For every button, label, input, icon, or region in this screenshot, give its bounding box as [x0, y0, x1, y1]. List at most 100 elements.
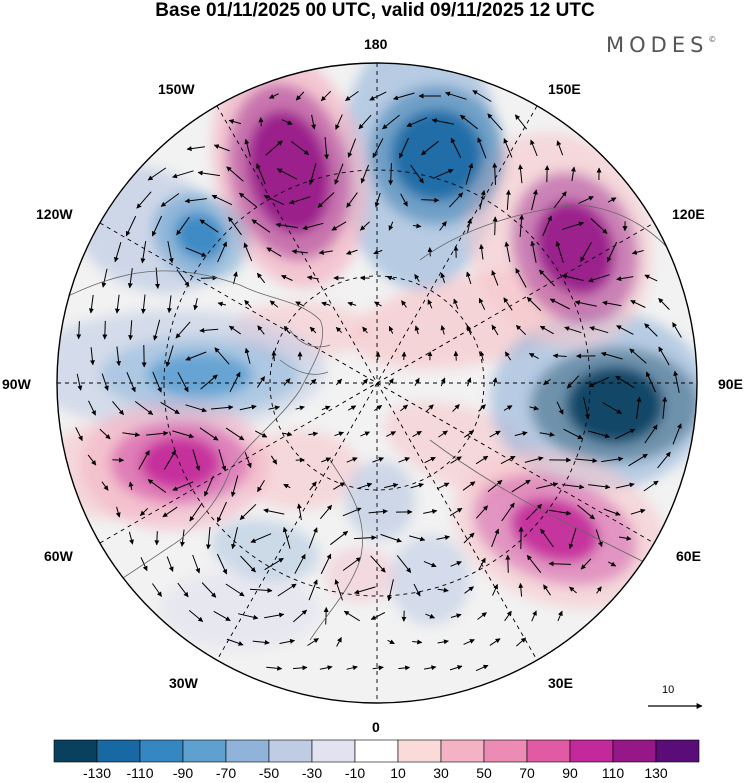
wind-vector — [380, 533, 402, 543]
wind-vector — [450, 613, 462, 619]
wind-vector — [334, 431, 344, 437]
wind-vector — [449, 665, 463, 671]
wind-vector — [370, 612, 386, 620]
wind-vector — [319, 665, 333, 671]
wind-vector — [449, 507, 463, 517]
wind-vector — [466, 271, 472, 285]
wind-vector — [175, 321, 191, 339]
wind-vector — [477, 612, 487, 620]
wind-vector — [529, 405, 539, 411]
wind-vector — [401, 351, 407, 361]
wind-vector — [657, 451, 671, 469]
wind-vector — [440, 377, 446, 387]
wind-vector — [279, 638, 295, 644]
wind-vector — [431, 118, 454, 125]
wind-vector — [615, 375, 635, 389]
wind-vector — [250, 533, 272, 543]
wind-vector — [539, 432, 555, 437]
wind-vector — [309, 326, 317, 334]
wind-vector — [477, 137, 487, 159]
wind-vector — [475, 664, 489, 672]
lon-label-180: 180 — [364, 36, 388, 52]
wind-vector — [646, 371, 656, 393]
anomaly-shading — [160, 570, 320, 650]
wind-vector — [225, 583, 245, 597]
wind-vector — [629, 348, 647, 364]
logo-text: MODES — [606, 33, 709, 57]
wind-vector — [424, 665, 437, 671]
wind-vector — [295, 405, 305, 411]
wind-vector — [662, 396, 668, 419]
wind-vector — [294, 553, 306, 574]
wind-vector — [672, 423, 682, 445]
wind-vector — [218, 449, 227, 472]
wind-vector — [370, 555, 386, 573]
wind-vector — [504, 241, 511, 263]
wind-vector — [177, 582, 189, 598]
wind-vector — [346, 249, 358, 255]
anomaly-min-95w — [148, 353, 252, 397]
wind-vector — [264, 612, 285, 619]
wind-vector — [515, 637, 527, 647]
wind-vector — [515, 324, 527, 336]
wind-vector — [421, 197, 440, 203]
wind-vector — [138, 450, 150, 470]
wind-vector — [588, 430, 611, 439]
wind-vector — [505, 189, 511, 210]
colorbar-tick: 50 — [476, 765, 492, 781]
wind-vector — [607, 197, 617, 203]
wind-vector — [291, 249, 308, 255]
wind-vector — [240, 555, 256, 573]
wind-vector — [324, 136, 330, 160]
wind-vector — [140, 294, 146, 314]
wind-vector — [437, 639, 449, 645]
wind-vector — [263, 194, 285, 206]
lon-label-60e: 60E — [676, 548, 701, 564]
wind-vector — [566, 375, 580, 389]
wind-vector — [265, 140, 283, 156]
colorbar-tick: 110 — [601, 765, 625, 781]
wind-vector — [172, 430, 195, 439]
wind-vector — [372, 457, 384, 463]
wind-vector — [503, 138, 513, 158]
wind-vector — [269, 300, 279, 308]
wind-vector — [87, 454, 97, 466]
wind-vector — [172, 481, 194, 491]
wind-vector — [580, 242, 592, 263]
wind-vector — [335, 378, 343, 386]
wind-vector — [574, 300, 597, 307]
wind-vector — [309, 378, 317, 386]
wind-vector — [658, 298, 670, 310]
wind-vector — [167, 295, 173, 314]
wind-vector — [146, 430, 169, 436]
wind-vector — [409, 535, 426, 542]
wind-vector — [410, 482, 424, 489]
wind-vector — [530, 240, 537, 263]
wind-vector — [644, 323, 658, 337]
wind-vector — [336, 637, 342, 647]
wind-vector — [643, 480, 659, 492]
wind-vector — [320, 90, 332, 102]
wind-vector — [239, 504, 257, 520]
wind-vector — [452, 404, 460, 412]
wind-vector — [530, 139, 538, 157]
wind-vector — [151, 583, 163, 597]
wind-vector — [453, 350, 459, 361]
wind-vector — [577, 504, 595, 520]
wind-vector — [189, 502, 203, 522]
wind-vector — [462, 481, 476, 491]
wind-vector — [615, 482, 635, 489]
wind-vector — [436, 535, 450, 540]
wind-vector — [588, 274, 610, 283]
wind-vector — [372, 138, 384, 159]
wind-vector — [588, 376, 610, 388]
wind-vector — [492, 216, 498, 236]
wind-vector — [549, 298, 571, 310]
wind-vector — [374, 404, 383, 412]
wind-vector — [268, 405, 280, 411]
wind-vector — [192, 554, 201, 574]
colorbar-tick: 30 — [433, 765, 449, 781]
wind-vector — [217, 241, 227, 263]
wind-vector — [372, 665, 384, 671]
wind-vector — [492, 583, 498, 596]
